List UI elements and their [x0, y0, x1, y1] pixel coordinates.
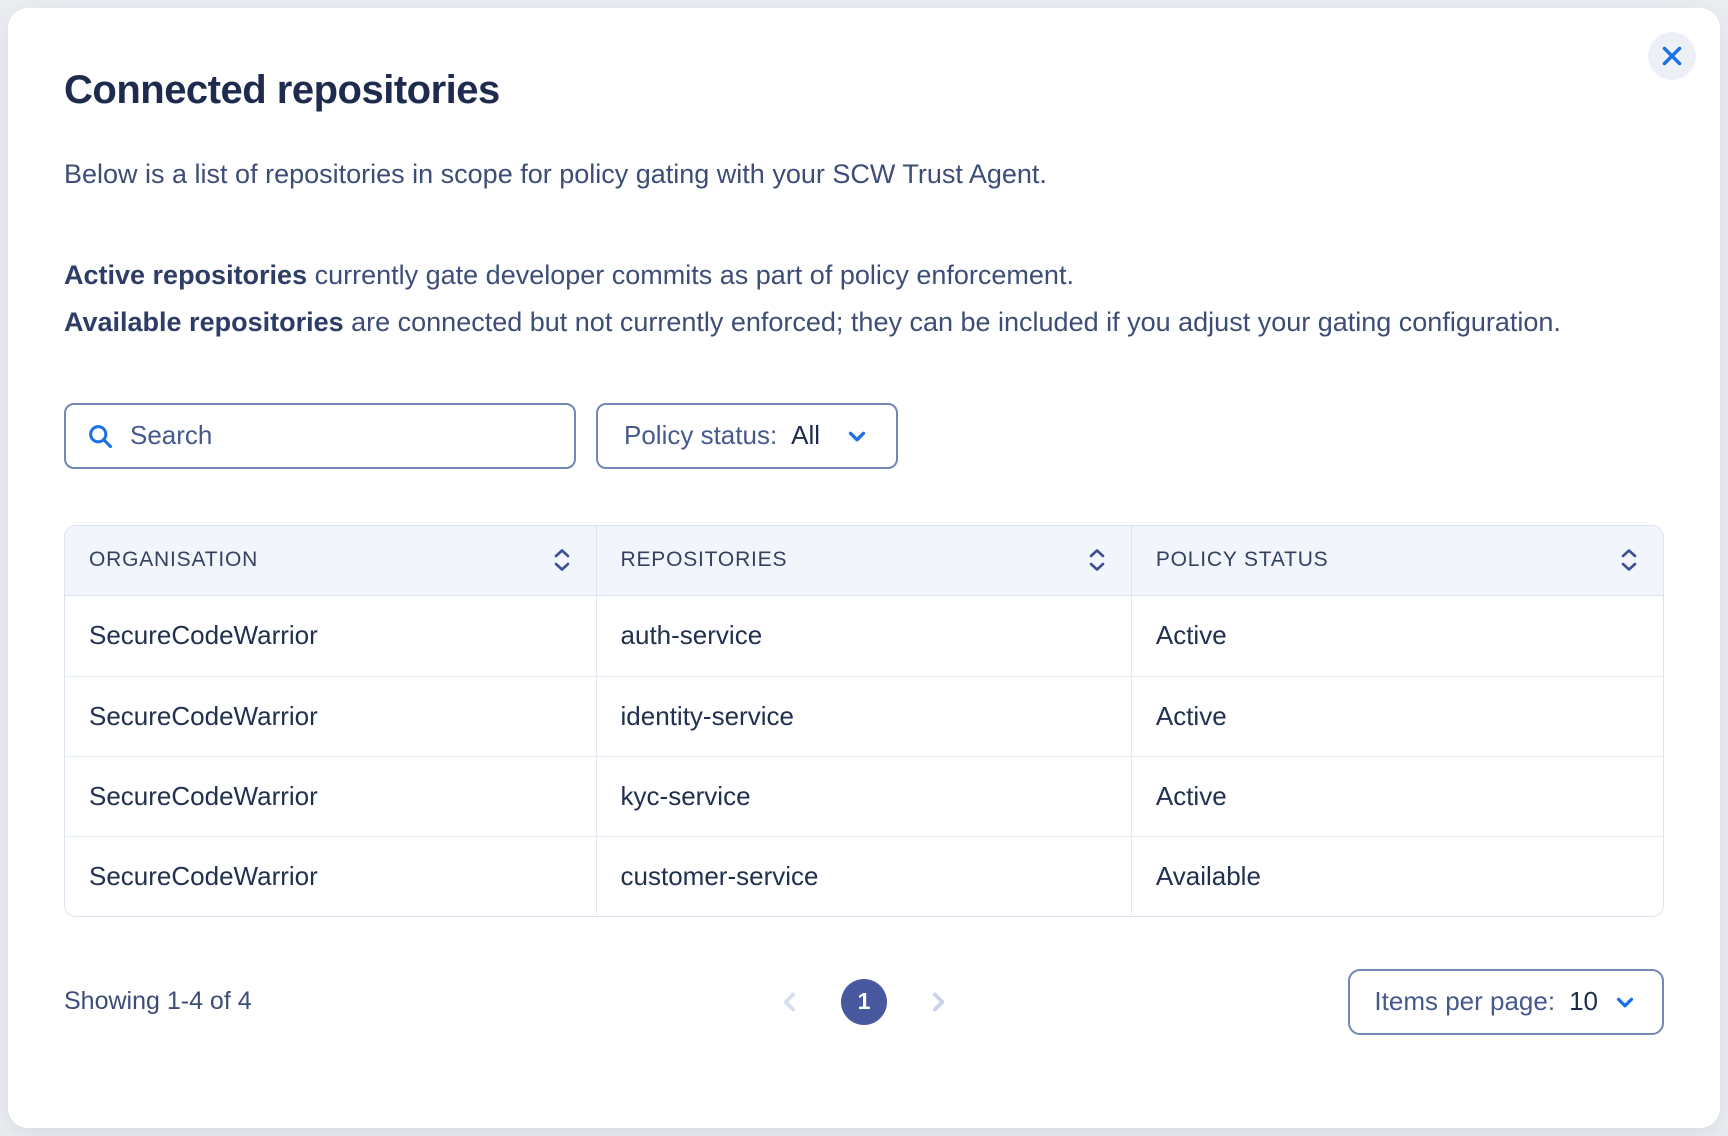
next-page-button[interactable] — [923, 987, 953, 1017]
cell-repository: auth-service — [596, 596, 1131, 676]
chevron-left-icon — [775, 987, 805, 1017]
results-count: Showing 1-4 of 4 — [64, 987, 252, 1016]
cell-policy-status: Available — [1131, 837, 1663, 916]
policy-status-label: Policy status: — [624, 420, 777, 451]
available-repositories-term: Available repositories — [64, 307, 344, 337]
search-box[interactable] — [64, 403, 576, 469]
page-number-button[interactable]: 1 — [841, 979, 887, 1025]
table-footer: Showing 1-4 of 4 1 Items per page: 10 — [64, 969, 1664, 1035]
cell-organisation: SecureCodeWarrior — [65, 677, 596, 756]
policy-status-value: All — [791, 420, 820, 451]
table-row: SecureCodeWarrior kyc-service Active — [65, 756, 1663, 836]
column-header-repositories[interactable]: REPOSITORIES — [596, 526, 1131, 595]
items-per-page-select[interactable]: Items per page: 10 — [1348, 969, 1664, 1035]
pagination: 1 — [775, 979, 953, 1025]
chevron-down-icon — [1612, 989, 1638, 1015]
chevron-right-icon — [923, 987, 953, 1017]
cell-policy-status: Active — [1131, 757, 1663, 836]
repositories-table: ORGANISATION REPOSITORIES POLICY STATUS … — [64, 525, 1664, 917]
close-icon — [1659, 43, 1685, 69]
cell-policy-status: Active — [1131, 677, 1663, 756]
cell-policy-status: Active — [1131, 596, 1663, 676]
sort-icon[interactable] — [1619, 547, 1639, 573]
page-title: Connected repositories — [64, 68, 1664, 113]
intro-text: Below is a list of repositories in scope… — [64, 159, 1664, 190]
cell-repository: kyc-service — [596, 757, 1131, 836]
sort-icon[interactable] — [1087, 547, 1107, 573]
search-input[interactable] — [130, 420, 554, 451]
table-row: SecureCodeWarrior customer-service Avail… — [65, 836, 1663, 916]
table-row: SecureCodeWarrior identity-service Activ… — [65, 676, 1663, 756]
sort-icon[interactable] — [552, 547, 572, 573]
description-text: Active repositories currently gate devel… — [64, 252, 1664, 347]
search-icon — [86, 422, 114, 450]
cell-repository: identity-service — [596, 677, 1131, 756]
cell-organisation: SecureCodeWarrior — [65, 596, 596, 676]
policy-status-select[interactable]: Policy status: All — [596, 403, 898, 469]
filters-bar: Policy status: All — [64, 403, 1664, 469]
items-per-page-label: Items per page: — [1374, 986, 1555, 1017]
cell-organisation: SecureCodeWarrior — [65, 757, 596, 836]
table-row: SecureCodeWarrior auth-service Active — [65, 596, 1663, 676]
connected-repositories-modal: Connected repositories Below is a list o… — [8, 8, 1720, 1128]
cell-repository: customer-service — [596, 837, 1131, 916]
column-header-policy-status[interactable]: POLICY STATUS — [1131, 526, 1663, 595]
table-header-row: ORGANISATION REPOSITORIES POLICY STATUS — [65, 526, 1663, 596]
column-header-organisation[interactable]: ORGANISATION — [65, 526, 596, 595]
active-repositories-term: Active repositories — [64, 260, 307, 290]
items-per-page-value: 10 — [1569, 986, 1598, 1017]
close-button[interactable] — [1648, 32, 1696, 80]
previous-page-button[interactable] — [775, 987, 805, 1017]
cell-organisation: SecureCodeWarrior — [65, 837, 596, 916]
chevron-down-icon — [844, 423, 870, 449]
